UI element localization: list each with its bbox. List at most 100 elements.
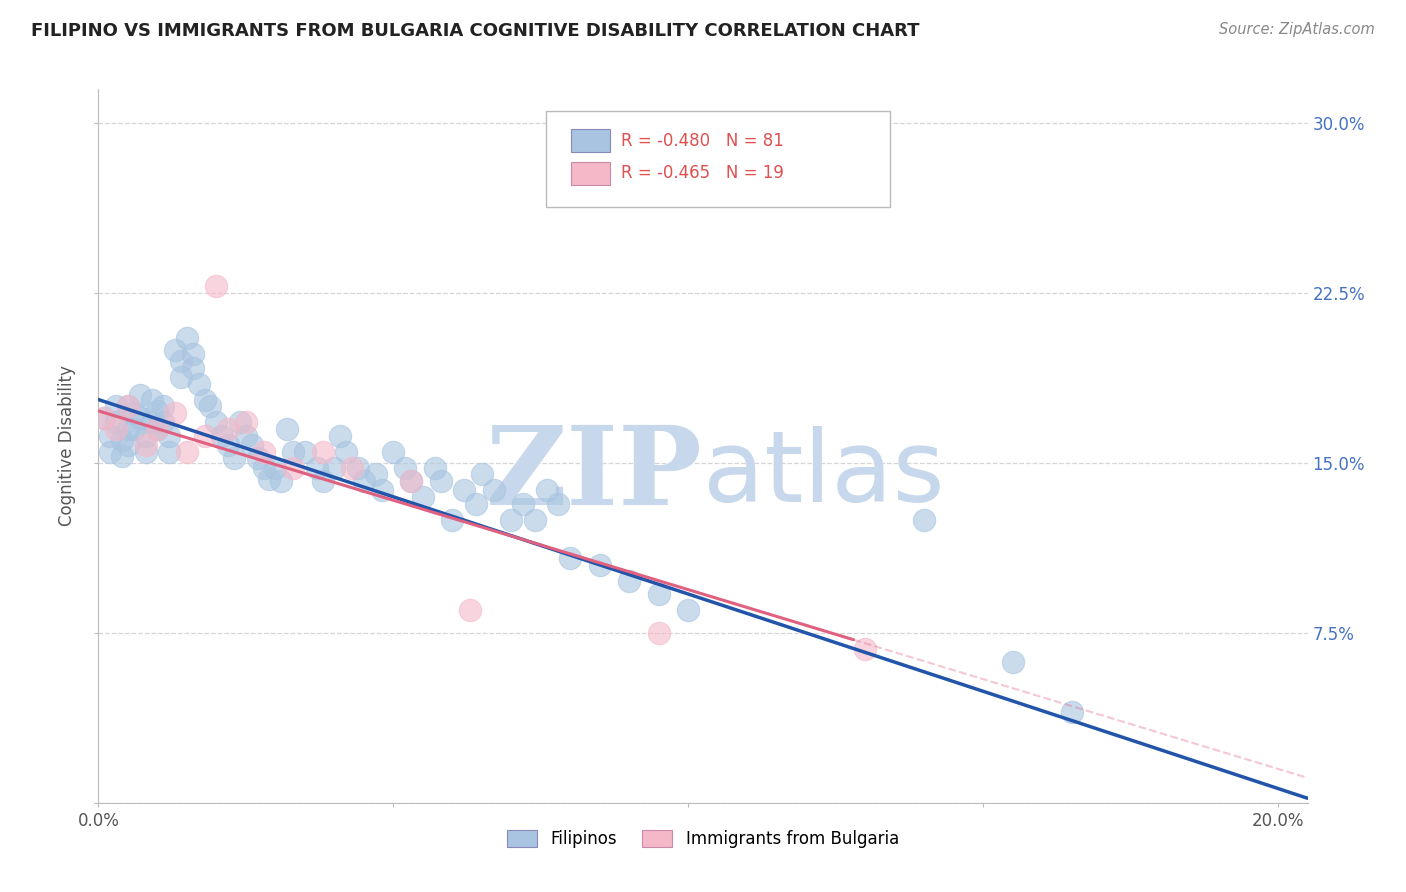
Point [165,406,187,420]
Point [536,483,558,498]
Text: Source: ZipAtlas.com: Source: ZipAtlas.com [1219,22,1375,37]
Point [246,451,269,466]
Point [111,434,134,448]
Point [157,444,180,458]
Point [394,460,416,475]
Point [648,626,671,640]
Point [560,551,582,566]
Point [501,513,523,527]
Point [117,422,139,436]
Point [165,343,187,357]
Point [370,483,392,498]
Text: R = -0.480   N = 81: R = -0.480 N = 81 [621,132,783,150]
Point [270,474,292,488]
Point [276,422,298,436]
Point [122,406,145,420]
Point [157,429,180,443]
Point [146,422,169,436]
Point [412,490,434,504]
Point [252,460,274,475]
Point [523,513,546,527]
Point [1001,656,1024,670]
Point [323,460,346,475]
Point [170,354,193,368]
Point [235,415,257,429]
Point [122,422,145,436]
Point [547,497,569,511]
Point [105,422,128,436]
Point [128,410,150,425]
Point [382,444,405,458]
Point [264,460,287,475]
Point [335,444,357,458]
Point [482,483,505,498]
Point [329,429,352,443]
Point [93,410,115,425]
Point [589,558,612,572]
Point [187,376,209,391]
Point [281,444,304,458]
Point [152,415,174,429]
Point [98,429,121,443]
FancyBboxPatch shape [546,111,890,207]
Point [217,438,239,452]
Point [211,429,233,443]
Point [98,444,121,458]
Point [170,370,193,384]
Text: R = -0.465   N = 19: R = -0.465 N = 19 [621,164,783,182]
Point [194,429,217,443]
Point [471,467,494,482]
Point [353,474,375,488]
Point [117,438,139,452]
Point [105,415,128,429]
Point [453,483,475,498]
Point [464,497,486,511]
Point [146,404,169,418]
Point [235,429,257,443]
Point [340,460,363,475]
Point [458,603,481,617]
Point [141,392,163,407]
Point [93,410,115,425]
Legend: Filipinos, Immigrants from Bulgaria: Filipinos, Immigrants from Bulgaria [501,823,905,855]
Point [1060,705,1083,719]
Point [152,400,174,414]
Point [281,460,304,475]
FancyBboxPatch shape [571,129,610,152]
Point [141,415,163,429]
Point [128,388,150,402]
Point [176,331,198,345]
Point [399,474,422,488]
Text: FILIPINO VS IMMIGRANTS FROM BULGARIA COGNITIVE DISABILITY CORRELATION CHART: FILIPINO VS IMMIGRANTS FROM BULGARIA COG… [31,22,920,40]
Text: ZIP: ZIP [486,421,703,528]
Point [311,474,333,488]
Point [176,444,198,458]
Point [194,392,217,407]
Point [619,574,641,588]
Point [259,472,281,486]
Point [229,415,252,429]
Point [294,444,316,458]
Point [146,422,169,436]
Point [181,360,204,375]
Point [117,400,139,414]
Point [912,513,935,527]
Point [252,444,274,458]
Point [853,641,876,656]
Y-axis label: Cognitive Disability: Cognitive Disability [58,366,76,526]
Point [135,429,157,443]
Point [200,400,222,414]
Point [305,460,328,475]
Point [311,444,333,458]
Point [217,422,239,436]
Point [105,400,128,414]
Point [364,467,387,482]
Point [347,460,370,475]
Point [240,438,263,452]
Point [135,438,157,452]
FancyBboxPatch shape [571,162,610,185]
Point [648,587,671,601]
Point [117,400,139,414]
Point [441,513,464,527]
Point [222,451,245,466]
